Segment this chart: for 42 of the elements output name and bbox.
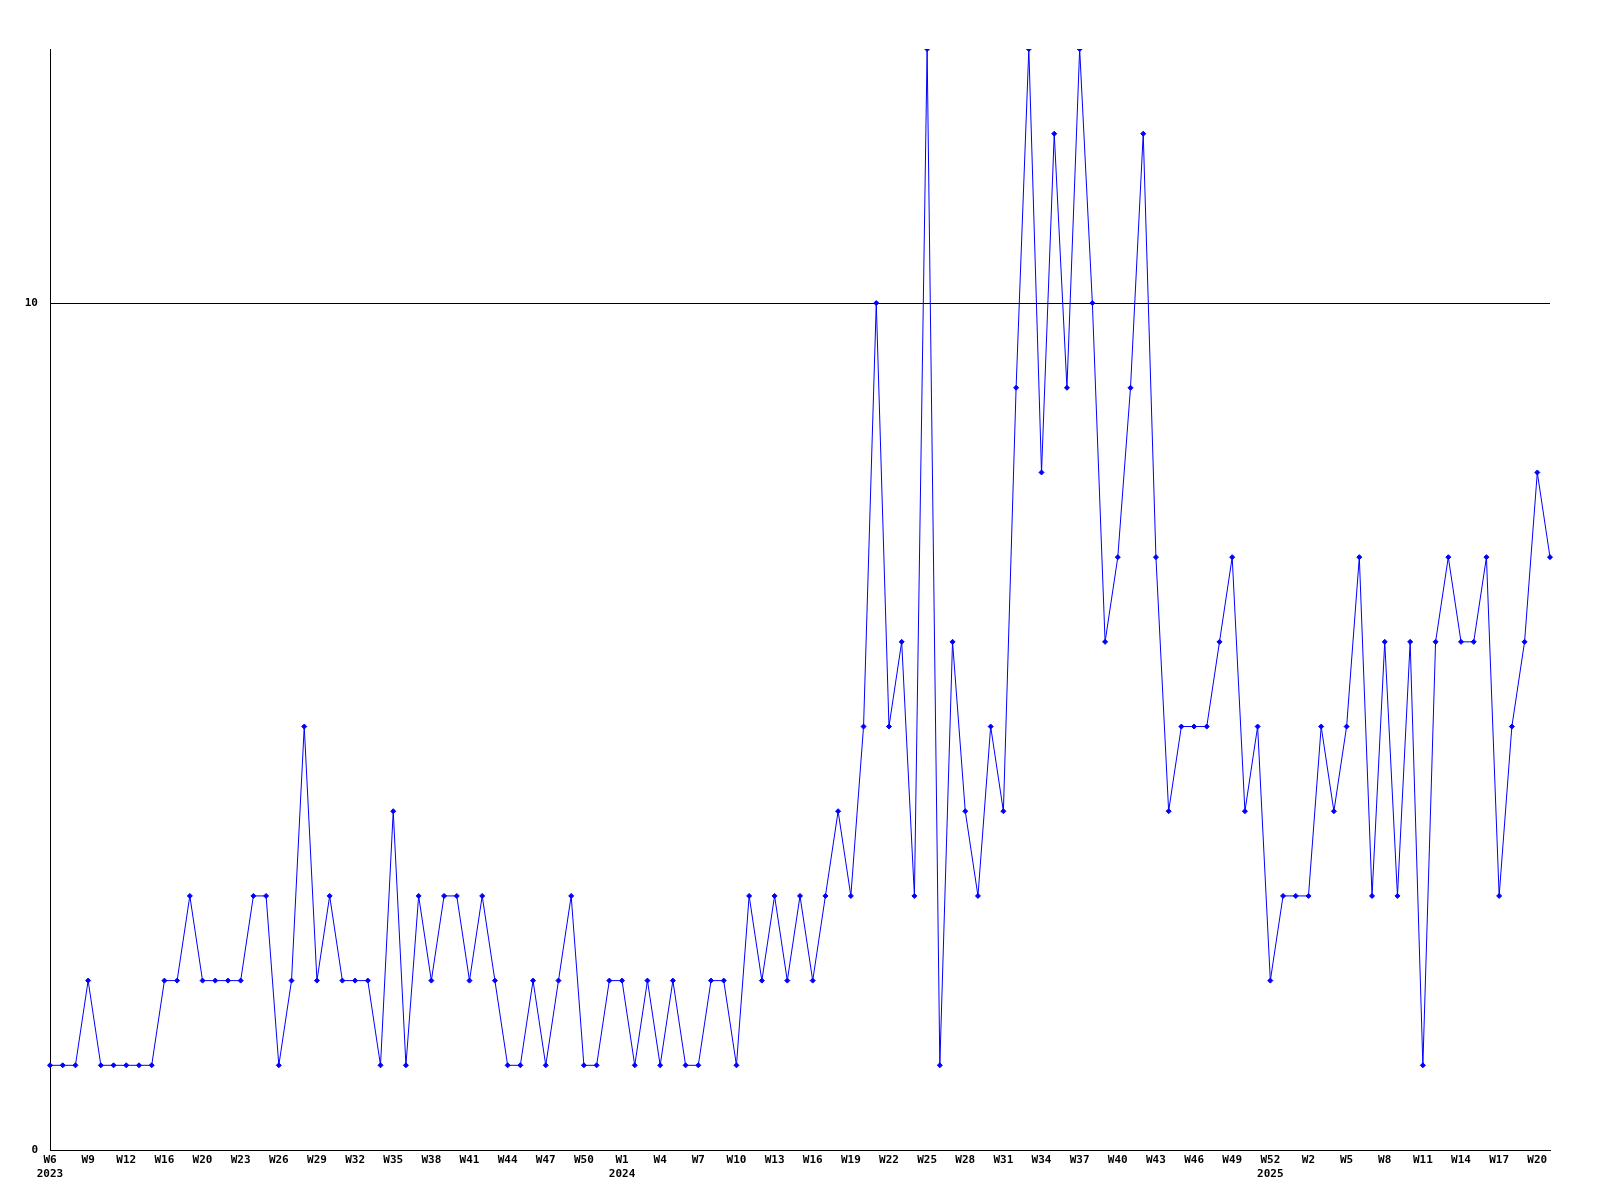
x-tick-label: W35 <box>383 1153 404 1167</box>
x-tick-label: W4 <box>653 1153 668 1167</box>
x-tick-label: W41 <box>459 1153 480 1167</box>
x-tick-label: W32 <box>345 1153 366 1167</box>
x-tick-label: W28 <box>955 1153 976 1167</box>
x-tick-label: W47 <box>535 1153 556 1167</box>
x-tick-label: W11 <box>1412 1153 1434 1167</box>
x-tick-label: W43 <box>1145 1153 1166 1167</box>
x-tick-label: W22 <box>879 1153 899 1167</box>
x-tick-label: W16 <box>154 1153 175 1167</box>
x-tick-label: W40 <box>1107 1153 1128 1167</box>
x-tick-label: W37 <box>1069 1153 1090 1167</box>
x-tick-label: W16 <box>802 1153 824 1167</box>
x-tick-label: W2 <box>1301 1153 1316 1167</box>
x-tick-label: W46 <box>1184 1153 1205 1167</box>
x-tick-label: W52 2025 <box>1257 1153 1284 1180</box>
x-tick-label: W49 <box>1222 1153 1243 1167</box>
x-tick-label: W50 <box>573 1153 594 1167</box>
x-tick-label: W13 <box>764 1153 785 1167</box>
x-tick-label: W17 <box>1489 1153 1510 1167</box>
x-tick-label: W20 <box>1527 1153 1548 1167</box>
x-tick-label: W23 <box>230 1153 251 1167</box>
x-tick-label: W25 <box>917 1153 938 1167</box>
x-tick-label: W34 <box>1031 1153 1052 1167</box>
x-tick-label: W12 <box>116 1153 137 1167</box>
x-tick-label: W44 <box>497 1153 518 1167</box>
x-tick-label: W31 <box>993 1153 1014 1167</box>
y-tick-label: 10 <box>24 295 38 309</box>
x-tick-label: W7 <box>691 1153 705 1167</box>
x-tick-label: W14 <box>1451 1153 1472 1167</box>
x-tick-label: W26 <box>268 1153 290 1167</box>
x-tick-label: W6 2023 <box>36 1153 64 1180</box>
x-tick-label: W38 <box>421 1153 442 1167</box>
x-tick-label: W29 <box>307 1153 327 1167</box>
x-tick-label: W19 <box>840 1153 861 1167</box>
x-tick-label: W5 <box>1339 1153 1354 1167</box>
x-tick-label: W10 <box>726 1153 747 1167</box>
x-tick-label: W1 2024 <box>608 1153 636 1180</box>
x-tick-label: W9 <box>81 1153 95 1167</box>
y-tick-label: 0 <box>31 1142 38 1156</box>
x-tick-label: W8 <box>1378 1153 1392 1167</box>
x-tick-label: W20 <box>192 1153 213 1167</box>
